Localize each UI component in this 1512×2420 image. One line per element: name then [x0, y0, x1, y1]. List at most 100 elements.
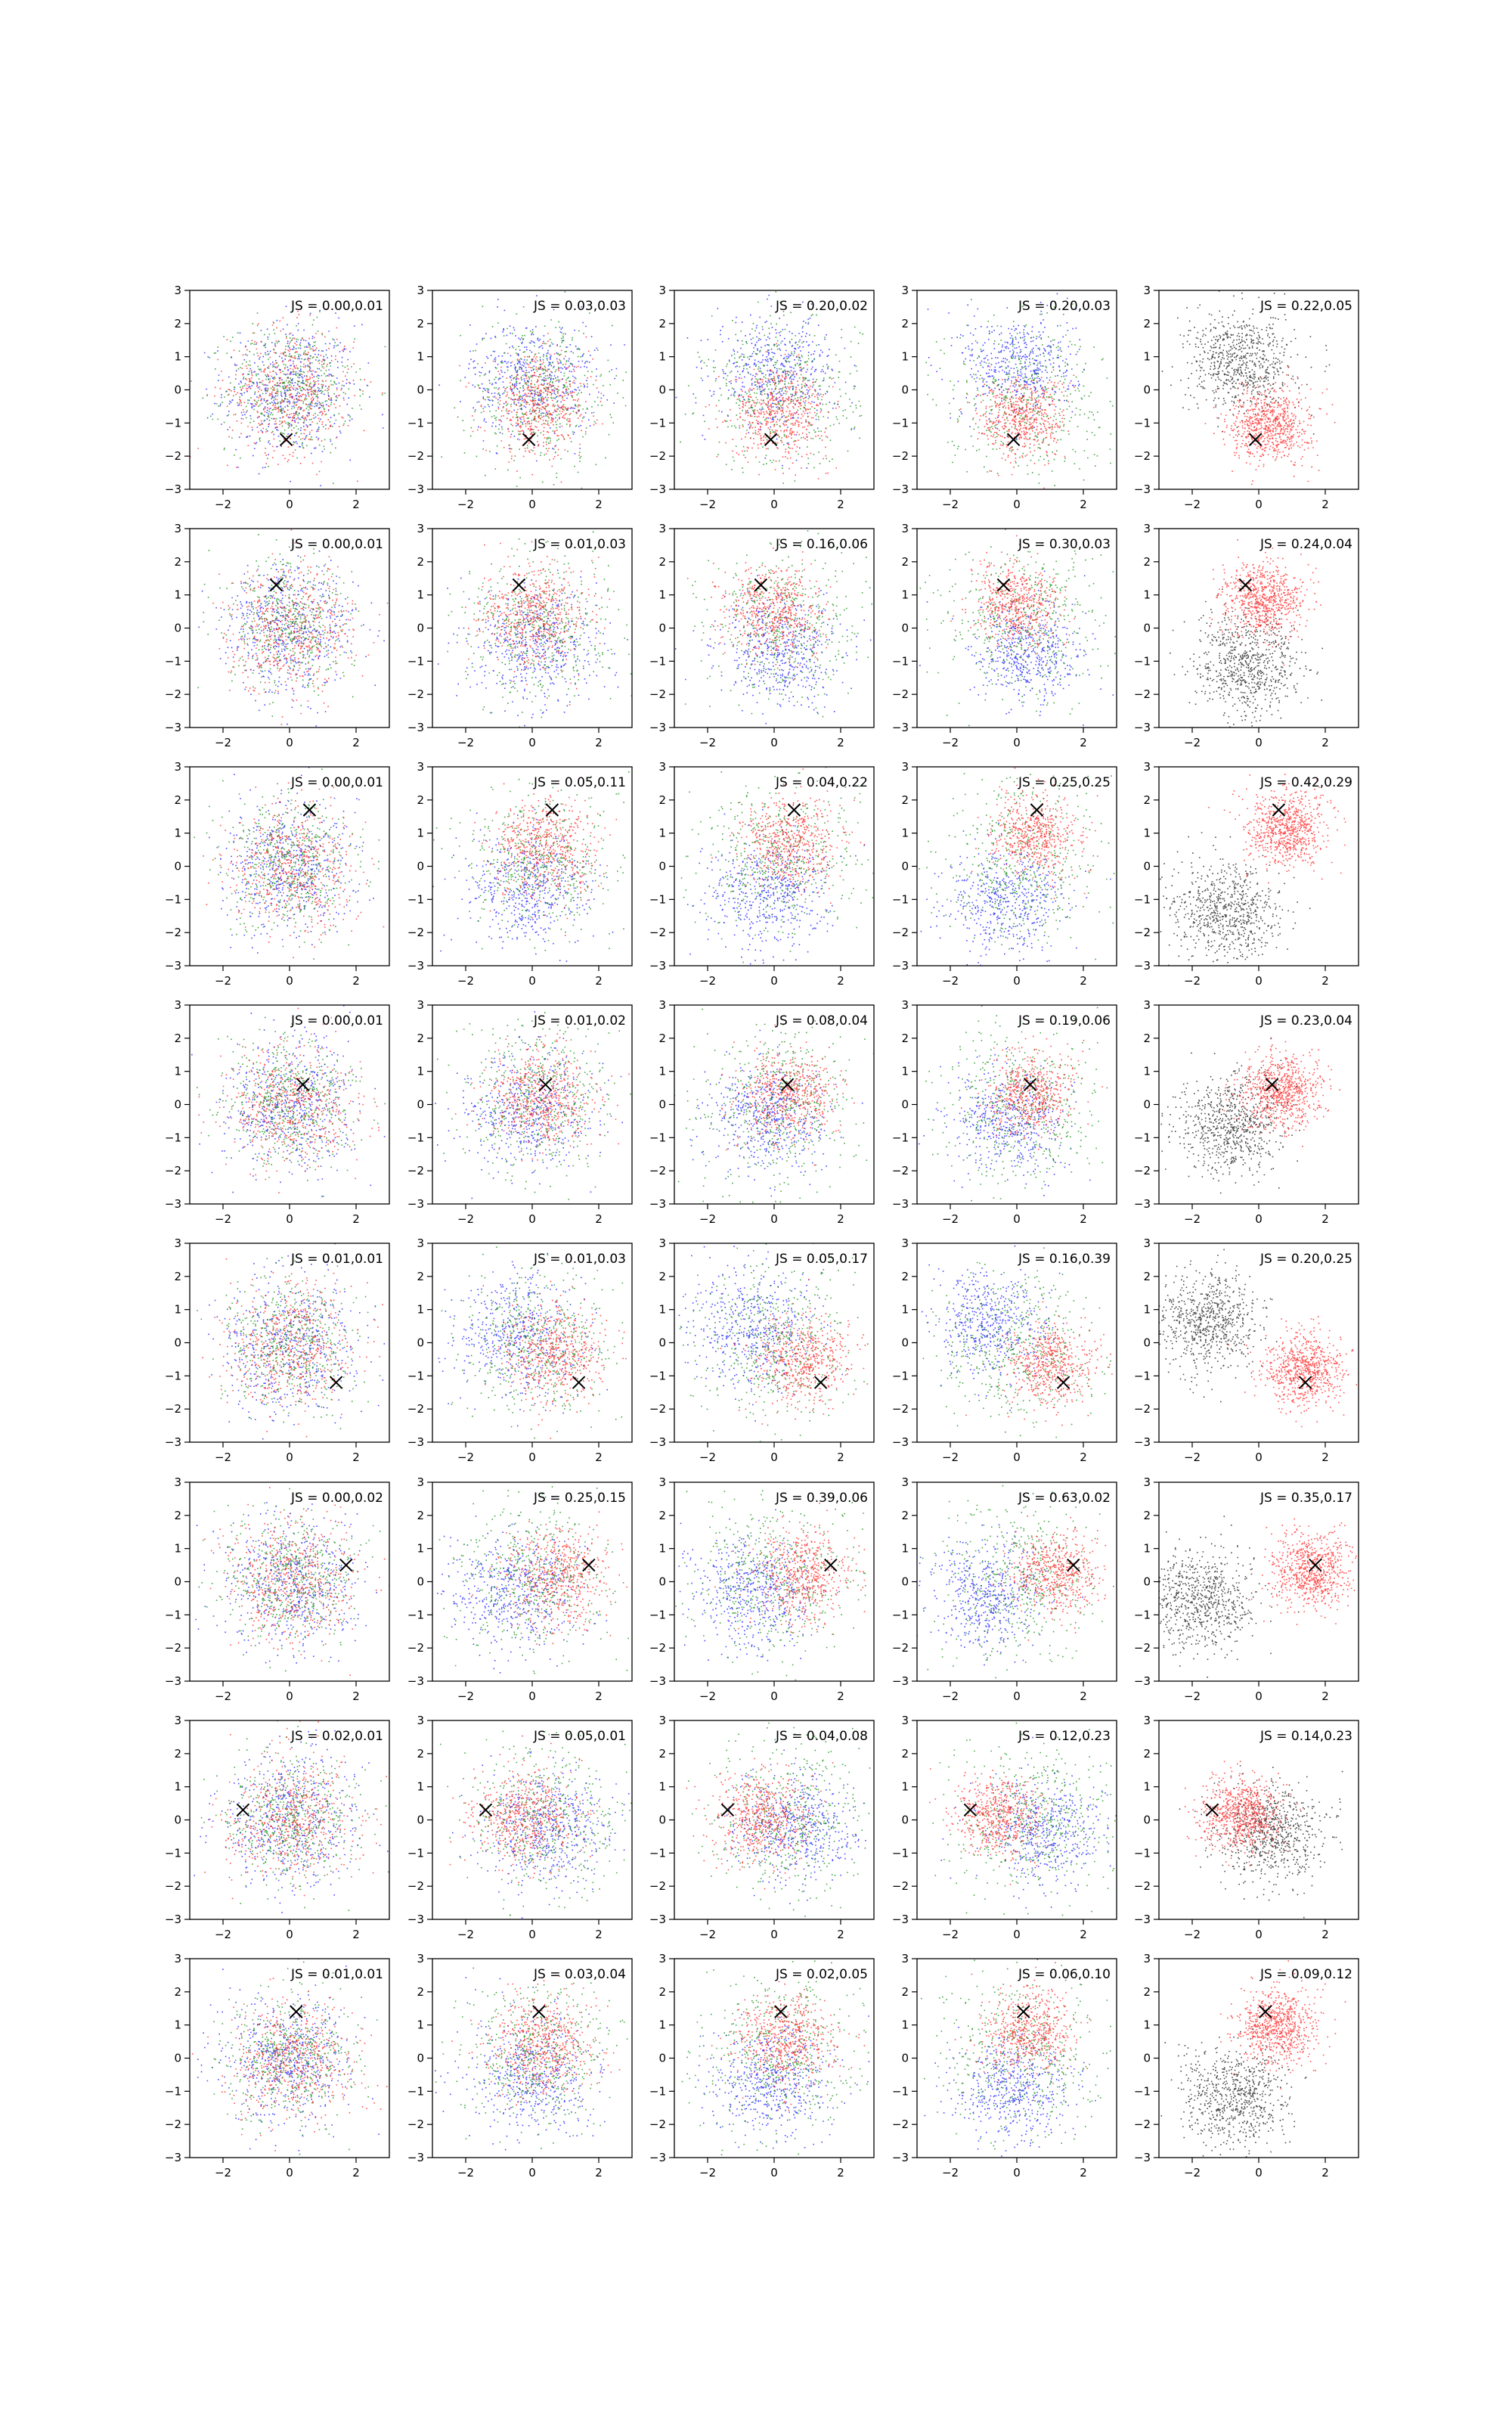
x-tick-label: 0: [770, 1689, 778, 1703]
y-tick-label: 0: [417, 1813, 424, 1827]
y-tick-label: 1: [658, 1065, 666, 1078]
y-tick-label: −2: [1134, 1164, 1151, 1177]
y-tick-label: −1: [1134, 1369, 1151, 1382]
y-tick-label: −2: [649, 1402, 666, 1416]
y-tick-label: −3: [649, 1674, 666, 1688]
y-tick-label: 1: [901, 827, 909, 840]
y-tick-label: −1: [165, 1369, 181, 1382]
scatter-series-blue: [917, 1245, 1064, 1411]
x-tick-label: 0: [1255, 498, 1263, 511]
y-tick-label: −3: [407, 1913, 424, 1926]
scatter-series-blue: [675, 290, 856, 469]
x-tick-label: 2: [1080, 974, 1087, 988]
js-annotation: JS = 0.00,0.01: [290, 537, 383, 552]
y-tick-label: −1: [649, 2084, 666, 2098]
x-tick-label: 0: [770, 1212, 778, 1226]
x-tick-label: 2: [352, 974, 360, 988]
x-tick-label: −2: [699, 736, 716, 749]
y-tick-label: 2: [901, 555, 909, 569]
x-marker: [296, 1078, 310, 1091]
y-tick-label: 2: [1143, 1509, 1151, 1522]
scatter-points: [1160, 774, 1346, 966]
y-tick-label: −3: [165, 1674, 181, 1688]
y-tick-label: −3: [1134, 1197, 1151, 1211]
y-tick-label: 3: [174, 1475, 181, 1489]
axes-frame: [674, 1958, 875, 2158]
y-tick-label: 3: [901, 1714, 909, 1727]
y-tick-label: −3: [407, 959, 424, 973]
js-annotation: JS = 0.25,0.15: [533, 1491, 626, 1506]
y-tick-label: −3: [892, 1435, 909, 1449]
js-annotation: JS = 0.01,0.01: [290, 1252, 383, 1267]
x-tick-label: −2: [215, 1928, 231, 1941]
js-annotation: JS = 0.24,0.04: [1259, 537, 1352, 552]
x-tick-label: −2: [215, 2166, 231, 2180]
y-tick-label: 2: [658, 1270, 666, 1283]
y-tick-label: 2: [658, 1985, 666, 1999]
x-tick-label: 2: [595, 1928, 603, 1941]
y-tick-label: 2: [901, 1985, 909, 1999]
scatter-points: [432, 1246, 627, 1439]
axes-frame: [432, 1004, 633, 1205]
y-tick-label: −3: [165, 1435, 181, 1449]
x-tick-label: −2: [215, 1689, 231, 1703]
x-tick-label: 2: [1321, 498, 1329, 511]
scatter-series-red: [954, 1962, 1090, 2102]
y-tick-label: −3: [1134, 2151, 1151, 2164]
scatter-series-red: [705, 343, 841, 479]
y-tick-label: 3: [174, 1952, 181, 1965]
y-tick-label: 0: [174, 860, 181, 873]
x-tick-label: −2: [457, 736, 474, 749]
x-tick-label: 0: [286, 736, 293, 749]
x-tick-label: 0: [1255, 2166, 1263, 2180]
y-tick-label: 1: [1143, 1065, 1151, 1078]
y-tick-label: −1: [1134, 1846, 1151, 1860]
y-tick-label: 1: [658, 588, 666, 602]
y-tick-label: 3: [658, 284, 666, 297]
axes-frame: [432, 1958, 633, 2158]
y-tick-label: 2: [1143, 1032, 1151, 1045]
x-tick-label: 0: [286, 1212, 293, 1226]
x-tick-label: −2: [1184, 1212, 1201, 1226]
x-tick-label: 0: [770, 974, 778, 988]
scatter-series-blue: [209, 767, 374, 954]
x-tick-label: 0: [1013, 1928, 1021, 1941]
x-tick-label: 2: [595, 2166, 603, 2180]
axes-frame: [432, 528, 633, 728]
y-tick-label: 2: [658, 1747, 666, 1761]
x-tick-label: 0: [1255, 1212, 1263, 1226]
scatter-series-blue: [440, 808, 614, 962]
scatter-points: [435, 1005, 631, 1200]
y-tick-label: −2: [892, 1641, 909, 1655]
subplot-r6-c4: −2 0 2 −3 −2 −1 0 1 2 3 JS = 0.63,0.02: [892, 1475, 1117, 1703]
y-tick-label: −2: [165, 1879, 181, 1893]
y-tick-label: 1: [174, 350, 181, 364]
y-tick-label: −2: [407, 449, 424, 463]
scatter-series-green: [194, 768, 380, 960]
y-tick-label: −3: [165, 2151, 181, 2164]
y-tick-label: −1: [407, 416, 424, 430]
x-tick-label: 2: [352, 1450, 360, 1464]
axes-frame: [432, 766, 633, 966]
y-tick-label: 2: [1143, 1985, 1151, 1999]
axes-frame: [674, 1720, 875, 1920]
scatter-series-red: [472, 1494, 632, 1645]
y-tick-label: −3: [165, 482, 181, 496]
y-tick-label: −2: [892, 1164, 909, 1177]
y-tick-label: 3: [901, 998, 909, 1012]
y-tick-label: 0: [417, 622, 424, 635]
y-tick-label: 1: [417, 1065, 424, 1078]
y-tick-label: −2: [407, 1879, 424, 1893]
js-annotation: JS = 0.01,0.03: [533, 537, 626, 552]
subplot-r2-c2: −2 0 2 −3 −2 −1 0 1 2 3 JS = 0.01,0.03: [407, 522, 633, 749]
subplot-r4-c2: −2 0 2 −3 −2 −1 0 1 2 3 JS = 0.01,0.02: [407, 998, 633, 1226]
x-tick-label: 2: [1080, 2166, 1087, 2180]
y-tick-label: −1: [892, 416, 909, 430]
scatter-series-blue: [674, 575, 872, 724]
js-annotation: JS = 0.03,0.04: [533, 1967, 626, 1982]
js-annotation: JS = 0.01,0.02: [533, 1013, 626, 1028]
x-marker: [1309, 1558, 1322, 1572]
scatter-points: [191, 1959, 388, 2155]
y-tick-label: −3: [649, 721, 666, 734]
axes-frame: [1158, 1958, 1359, 2158]
